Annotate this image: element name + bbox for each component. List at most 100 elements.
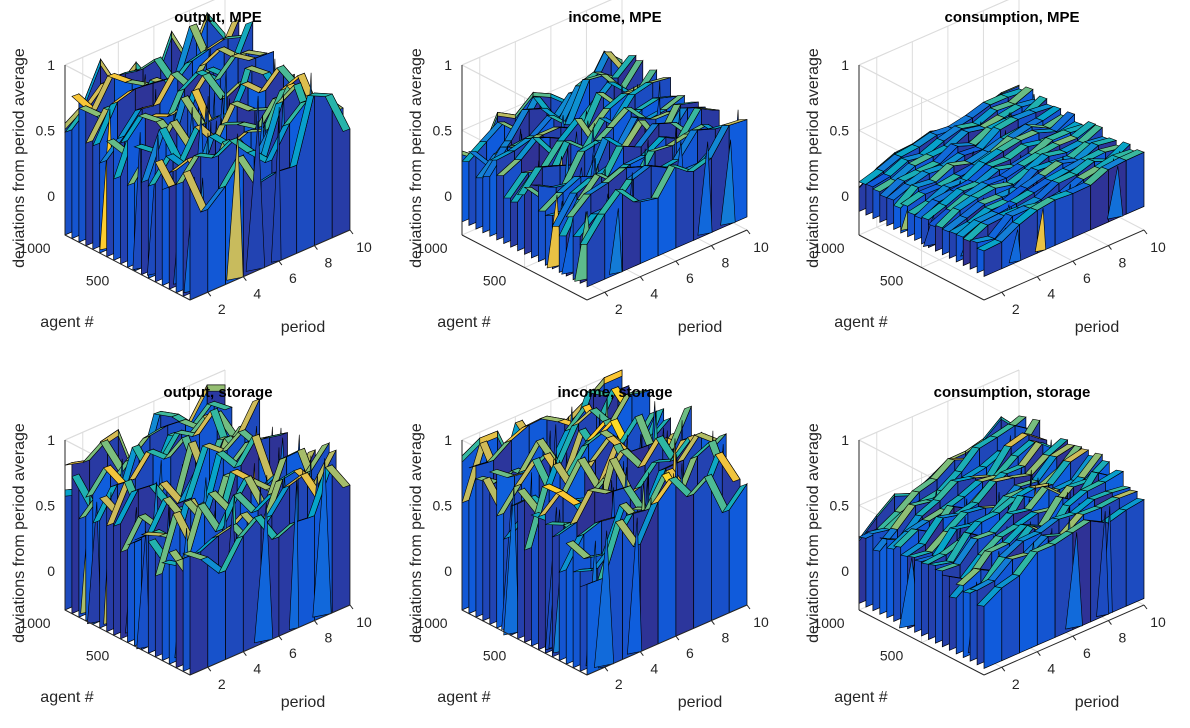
x-tick-label: 2 [1012,676,1020,692]
y-axis-label: agent # [437,689,490,706]
x-tick-mark [279,636,282,640]
x-tick-label: 2 [1012,301,1020,317]
x-tick-label: 4 [253,286,261,302]
surface-face [1073,185,1091,237]
z-tick-label: 0.5 [830,122,850,138]
surface [65,385,350,675]
z-tick-label: 0.5 [433,497,453,513]
surface-face [314,93,332,246]
z-tick-label: 1 [444,432,452,448]
x-tick-mark [1144,230,1147,234]
x-tick-label: 2 [218,676,226,692]
z-tick-label: 0.5 [36,122,56,138]
y-tick-label: 500 [880,273,904,289]
surface-face [1055,194,1073,246]
panel-title: consumption, storage [934,384,1091,401]
x-tick-mark [350,230,353,234]
x-tick-mark [314,246,317,250]
x-tick-mark [1108,246,1111,250]
panel-title: income, MPE [568,9,661,26]
x-tick-mark [640,652,643,656]
x-tick-label: 2 [615,676,623,692]
panel-title: output, MPE [174,9,261,26]
panel-title: output, storage [163,384,272,401]
x-tick-mark [605,292,608,296]
z-axis-label: deviations from period average [408,423,425,643]
z-axis-label: deviations from period average [805,423,822,643]
surface-face [1037,544,1055,645]
surface [859,416,1144,669]
z-tick-label: 0.5 [36,497,56,513]
x-tick-label: 8 [325,630,333,646]
x-tick-label: 10 [753,239,769,255]
surface-face [694,474,712,628]
y-axis-label: agent # [40,689,93,706]
x-tick-label: 4 [650,661,658,677]
x-tick-mark [747,230,750,234]
x-tick-label: 4 [253,661,261,677]
x-tick-mark [208,292,211,296]
y-tick-label: 500 [86,648,110,664]
surface [859,85,1144,276]
x-tick-mark [1002,292,1005,296]
surface-face [658,477,676,644]
x-tick-label: 6 [289,645,297,661]
x-tick-label: 10 [356,614,372,630]
panel-title: consumption, MPE [945,9,1080,26]
surface-face [190,551,208,675]
y-axis-label: agent # [40,314,93,331]
surface-face [297,516,315,629]
x-axis-label: period [1075,694,1119,711]
x-tick-mark [676,636,679,640]
y-axis-label: agent # [437,314,490,331]
x-tick-mark [208,667,211,671]
x-tick-label: 8 [325,255,333,271]
surface-face [1126,152,1144,214]
surface [462,370,747,675]
z-axis-label: deviations from period average [11,423,28,643]
panel-title: income, storage [557,384,672,401]
z-tick-label: 0.5 [830,497,850,513]
x-tick-mark [350,605,353,609]
x-tick-label: 4 [650,286,658,302]
x-tick-mark [1144,605,1147,609]
surface-face [676,165,694,248]
z-tick-label: 1 [841,57,849,73]
x-tick-label: 6 [686,645,694,661]
x-tick-label: 6 [1083,270,1091,286]
x-tick-mark [605,667,608,671]
x-tick-label: 6 [289,270,297,286]
x-tick-mark [1073,636,1076,640]
x-tick-mark [711,246,714,250]
x-tick-label: 8 [722,630,730,646]
z-axis-label: deviations from period average [805,48,822,268]
x-tick-label: 6 [686,270,694,286]
x-tick-label: 2 [218,301,226,317]
x-tick-mark [1037,652,1040,656]
x-tick-mark [640,277,643,281]
surface-face [279,165,297,261]
z-tick-label: 1 [47,57,55,73]
y-tick-label: 500 [880,648,904,664]
x-tick-mark [676,261,679,265]
z-tick-label: 0 [444,563,452,579]
x-tick-label: 10 [1150,239,1166,255]
x-tick-mark [1108,621,1111,625]
x-tick-mark [243,277,246,281]
x-tick-label: 10 [1150,614,1166,630]
surface [462,51,747,287]
x-axis-label: period [281,319,325,336]
x-axis-label: period [678,319,722,336]
surface-face [208,557,226,667]
x-axis-label: period [678,694,722,711]
z-axis-label: deviations from period average [408,48,425,268]
